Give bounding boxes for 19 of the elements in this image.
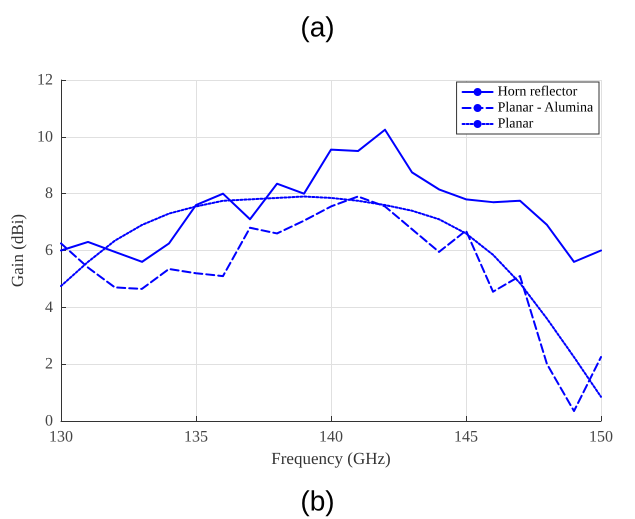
x-tick-label: 135 — [184, 428, 208, 446]
y-tick-label: 6 — [45, 242, 53, 259]
x-axis-title: Frequency (GHz) — [271, 448, 391, 468]
y-tick-label: 0 — [45, 412, 53, 430]
legend-label: Planar - Alumina — [498, 100, 594, 116]
y-tick-label: 8 — [45, 185, 53, 202]
legend-label: Planar — [498, 116, 534, 132]
y-tick-label: 12 — [37, 72, 53, 88]
x-tick-label: 140 — [319, 428, 343, 446]
legend-label: Horn reflector — [498, 84, 578, 100]
x-tick-label: 130 — [49, 428, 73, 446]
x-tick-label: 150 — [589, 428, 613, 446]
text: (b) — [300, 486, 335, 516]
y-tick-label: 10 — [37, 128, 53, 146]
x-tick-label: 145 — [454, 428, 478, 446]
y-tick-label: 2 — [45, 356, 53, 373]
y-axis-title: Gain (dBi) — [8, 214, 28, 288]
chart-title: (a) — [300, 12, 335, 42]
y-tick-label: 4 — [45, 298, 53, 316]
